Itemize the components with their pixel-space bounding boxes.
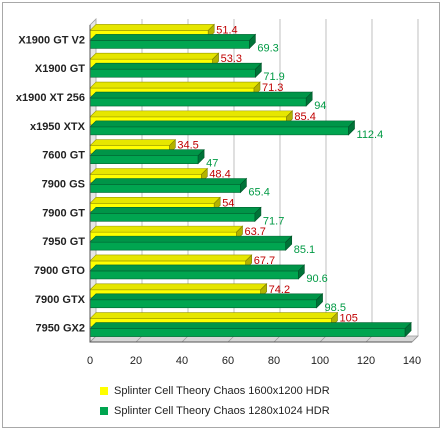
bar-end-s2-9 [316,293,323,309]
bar-s2-5 [89,184,241,193]
bar-top-s1-10 [89,312,339,319]
bar-top-s1-5 [89,168,209,175]
category-label-7: 7950 GT [42,236,85,248]
x-tick-label-1: 20 [130,355,142,367]
data-label-s2-5: 65.4 [248,187,269,199]
bar-end-s2-1 [255,62,262,78]
data-label-s2-4: 47 [206,158,218,170]
category-label-2: x1900 XT 256 [16,92,85,104]
category-label-4: 7600 GT [42,150,85,162]
data-label-s1-0: 51.4 [216,24,237,36]
data-label-s2-6: 71.7 [263,215,284,227]
data-label-s2-8: 90.6 [306,273,327,285]
x-tick-label-6: 120 [357,355,375,367]
data-label-s2-2: 94 [314,100,326,112]
bar-end-s2-0 [249,33,256,50]
x-tick-label-4: 80 [268,355,280,367]
bar-top-s1-3 [89,110,294,118]
data-label-s2-0: 69.3 [257,42,278,54]
data-label-s2-7: 85.1 [294,244,315,256]
bar-top-s1-8 [89,254,253,262]
data-label-s1-10: 105 [340,313,358,325]
bar-top-s2-10 [89,322,412,329]
data-label-s1-1: 53.3 [221,53,242,65]
gridline-floor-6 [365,335,373,343]
bar-top-s1-6 [89,197,221,204]
data-label-s1-9: 74.2 [269,284,290,296]
bar-top-s1-2 [89,81,261,89]
bar-end-s2-6 [254,206,262,223]
bar-end-s2-3 [348,120,355,136]
bar-top-s1-9 [89,283,268,291]
bar-top-s2-1 [89,62,263,70]
bar-end-s2-4 [197,148,205,165]
bar-s2-10 [89,328,406,337]
bar-s2-7 [89,241,287,251]
category-label-8: 7900 GTO [34,265,86,277]
bar-s2-8 [89,270,299,280]
legend-label-series-2: Splinter Cell Theory Chaos 1280x1024 HDR [114,405,330,417]
bar-top-s1-4 [89,139,177,146]
bar-top-s2-0 [89,34,257,41]
data-label-s1-6: 54 [222,197,234,209]
data-label-s2-9: 98.5 [325,302,346,314]
bar-end-s2-5 [240,177,247,194]
x-tick-label-0: 0 [87,355,93,367]
bar-s2-2 [89,97,307,107]
data-label-s2-1: 71.9 [263,71,284,83]
category-label-1: X1900 GT [35,63,85,75]
bar-end-s2-2 [305,91,313,107]
legend-swatch-series-2 [100,407,108,415]
bar-s2-6 [89,213,256,222]
data-label-s2-3: 112.4 [357,129,384,141]
data-label-s1-3: 85.4 [294,111,315,123]
bar-s2-4 [89,155,199,164]
gridline-floor-1 [135,335,143,343]
category-label-5: 7900 GS [42,179,85,191]
legend-label-series-1: Splinter Cell Theory Chaos 1600x1200 HDR [114,385,330,397]
data-label-s1-7: 63.7 [245,226,266,238]
data-label-s1-4: 34.5 [177,140,198,152]
gridline-floor-0 [89,335,97,343]
bar-top-s2-9 [89,293,324,301]
data-label-s1-5: 48.4 [209,169,230,181]
gridline-floor-7 [411,335,419,343]
gridline-floor-5 [319,335,327,343]
bar-top-s1-1 [89,52,220,60]
category-label-3: x1950 XTX [30,121,86,133]
bar-top-s2-4 [89,149,205,156]
bar-top-s2-8 [89,264,306,272]
category-label-9: 7900 GTX [35,294,86,306]
bar-end-s2-7 [285,235,293,251]
gridline-floor-4 [273,335,281,343]
bar-s2-3 [89,126,349,136]
legend-swatch-series-1 [100,387,108,395]
bar-top-s2-2 [89,91,313,99]
bar-end-s2-8 [298,264,305,280]
bar-top-s2-3 [89,120,356,128]
bar-top-s2-6 [89,207,262,214]
bar-s2-0 [89,40,250,49]
bar-end-s2-10 [404,321,412,338]
x-tick-label-5: 100 [311,355,329,367]
category-label-0: X1900 GT V2 [18,34,85,46]
x-tick-label-7: 140 [403,355,421,367]
bar-top-s2-7 [89,235,293,243]
bar-top-s1-7 [89,225,244,233]
gridline-floor-2 [181,335,189,343]
category-label-6: 7900 GT [42,207,85,219]
x-tick-label-3: 60 [222,355,234,367]
bar-top-s1-0 [89,24,215,31]
x-tick-label-2: 40 [176,355,188,367]
bar-s2-9 [89,299,317,309]
data-label-s1-2: 71.3 [262,82,283,94]
bar-s2-1 [89,68,256,78]
data-label-s1-8: 67.7 [254,255,275,267]
category-label-10: 7950 GX2 [35,323,85,335]
gridline-floor-3 [227,335,235,343]
bar-top-s2-5 [89,178,248,185]
